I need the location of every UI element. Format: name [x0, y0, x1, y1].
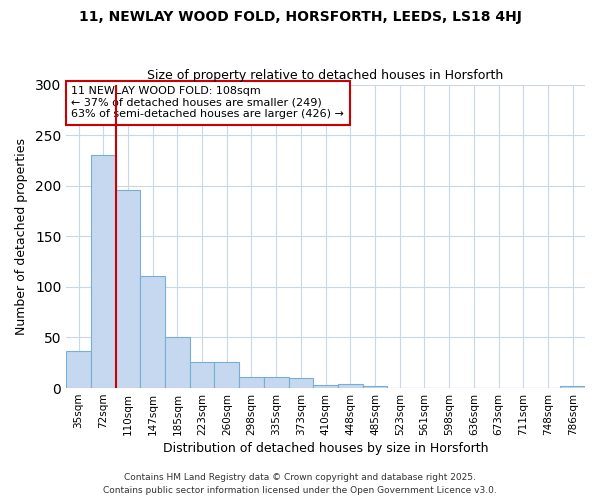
Bar: [313, 385, 338, 388]
Bar: [190, 362, 214, 388]
Text: 11 NEWLAY WOOD FOLD: 108sqm
← 37% of detached houses are smaller (249)
63% of se: 11 NEWLAY WOOD FOLD: 108sqm ← 37% of det…: [71, 86, 344, 120]
Bar: [289, 378, 313, 388]
Bar: [165, 338, 190, 388]
Bar: [116, 190, 140, 388]
Bar: [91, 156, 116, 388]
Y-axis label: Number of detached properties: Number of detached properties: [15, 138, 28, 335]
Bar: [362, 386, 388, 388]
Bar: [560, 386, 585, 388]
Bar: [140, 276, 165, 388]
Bar: [214, 362, 239, 388]
Bar: [239, 377, 264, 388]
Bar: [338, 384, 362, 388]
Bar: [264, 377, 289, 388]
Text: 11, NEWLAY WOOD FOLD, HORSFORTH, LEEDS, LS18 4HJ: 11, NEWLAY WOOD FOLD, HORSFORTH, LEEDS, …: [79, 10, 521, 24]
Bar: [66, 350, 91, 388]
Title: Size of property relative to detached houses in Horsforth: Size of property relative to detached ho…: [148, 69, 504, 82]
Text: Contains HM Land Registry data © Crown copyright and database right 2025.
Contai: Contains HM Land Registry data © Crown c…: [103, 473, 497, 495]
X-axis label: Distribution of detached houses by size in Horsforth: Distribution of detached houses by size …: [163, 442, 488, 455]
